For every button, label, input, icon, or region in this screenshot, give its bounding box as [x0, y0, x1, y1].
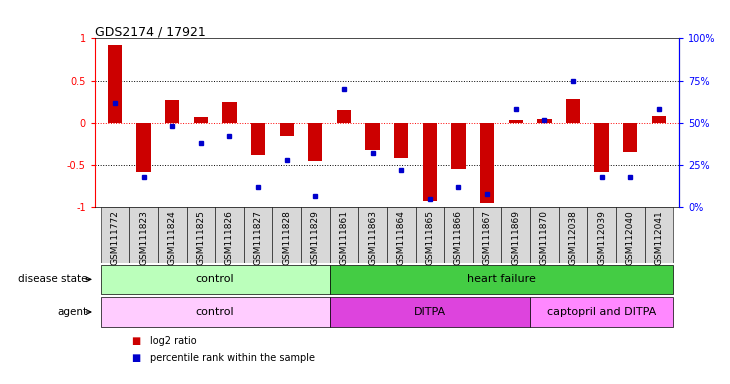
Text: GSM112038: GSM112038: [569, 210, 577, 265]
Bar: [137, 123, 150, 172]
Text: agent: agent: [58, 307, 88, 317]
Bar: [165, 100, 180, 123]
Bar: [473, 207, 502, 263]
Bar: [251, 123, 265, 155]
Bar: [645, 207, 673, 263]
Text: GSM111829: GSM111829: [311, 210, 320, 265]
Text: GSM111825: GSM111825: [196, 210, 205, 265]
Text: GSM111861: GSM111861: [339, 210, 348, 265]
Bar: [193, 117, 208, 123]
Text: DITPA: DITPA: [414, 307, 446, 317]
Text: GSM111828: GSM111828: [283, 210, 291, 265]
Text: heart failure: heart failure: [467, 274, 536, 285]
Bar: [129, 207, 158, 263]
Bar: [186, 207, 215, 263]
Bar: [330, 265, 673, 294]
Text: GSM111863: GSM111863: [368, 210, 377, 265]
Bar: [272, 207, 301, 263]
Bar: [451, 123, 466, 169]
Bar: [366, 123, 380, 150]
Bar: [530, 207, 558, 263]
Bar: [330, 297, 530, 327]
Bar: [358, 207, 387, 263]
Bar: [566, 99, 580, 123]
Text: GSM111869: GSM111869: [511, 210, 520, 265]
Bar: [101, 297, 330, 327]
Bar: [558, 207, 588, 263]
Bar: [415, 207, 444, 263]
Bar: [101, 207, 129, 263]
Bar: [423, 123, 437, 202]
Text: GSM111772: GSM111772: [110, 210, 120, 265]
Text: control: control: [196, 307, 234, 317]
Text: GSM111826: GSM111826: [225, 210, 234, 265]
Text: GSM112041: GSM112041: [654, 210, 664, 265]
Bar: [537, 119, 551, 123]
Text: GSM111827: GSM111827: [253, 210, 263, 265]
Text: GSM111823: GSM111823: [139, 210, 148, 265]
Text: disease state: disease state: [18, 274, 88, 285]
Bar: [594, 123, 609, 172]
Bar: [280, 123, 294, 136]
Bar: [652, 116, 666, 123]
Text: captopril and DITPA: captopril and DITPA: [547, 307, 656, 317]
Bar: [394, 123, 408, 158]
Text: log2 ratio: log2 ratio: [150, 336, 196, 346]
Bar: [616, 207, 645, 263]
Text: GSM111867: GSM111867: [483, 210, 491, 265]
Bar: [623, 123, 637, 152]
Bar: [509, 120, 523, 123]
Bar: [308, 123, 323, 161]
Bar: [330, 207, 358, 263]
Bar: [223, 102, 237, 123]
Bar: [588, 207, 616, 263]
Bar: [301, 207, 330, 263]
Bar: [502, 207, 530, 263]
Text: ■: ■: [131, 353, 141, 363]
Text: control: control: [196, 274, 234, 285]
Text: GSM111824: GSM111824: [168, 210, 177, 265]
Bar: [444, 207, 473, 263]
Text: GDS2174 / 17921: GDS2174 / 17921: [95, 25, 206, 38]
Text: GSM111865: GSM111865: [426, 210, 434, 265]
Text: ■: ■: [131, 336, 141, 346]
Bar: [215, 207, 244, 263]
Text: percentile rank within the sample: percentile rank within the sample: [150, 353, 315, 363]
Bar: [101, 265, 330, 294]
Text: GSM112039: GSM112039: [597, 210, 606, 265]
Text: GSM111864: GSM111864: [396, 210, 406, 265]
Bar: [158, 207, 186, 263]
Text: GSM112040: GSM112040: [626, 210, 634, 265]
Text: GSM111870: GSM111870: [540, 210, 549, 265]
Bar: [530, 297, 673, 327]
Bar: [480, 123, 494, 203]
Bar: [337, 110, 351, 123]
Bar: [387, 207, 415, 263]
Text: GSM111866: GSM111866: [454, 210, 463, 265]
Bar: [244, 207, 272, 263]
Bar: [108, 45, 122, 123]
